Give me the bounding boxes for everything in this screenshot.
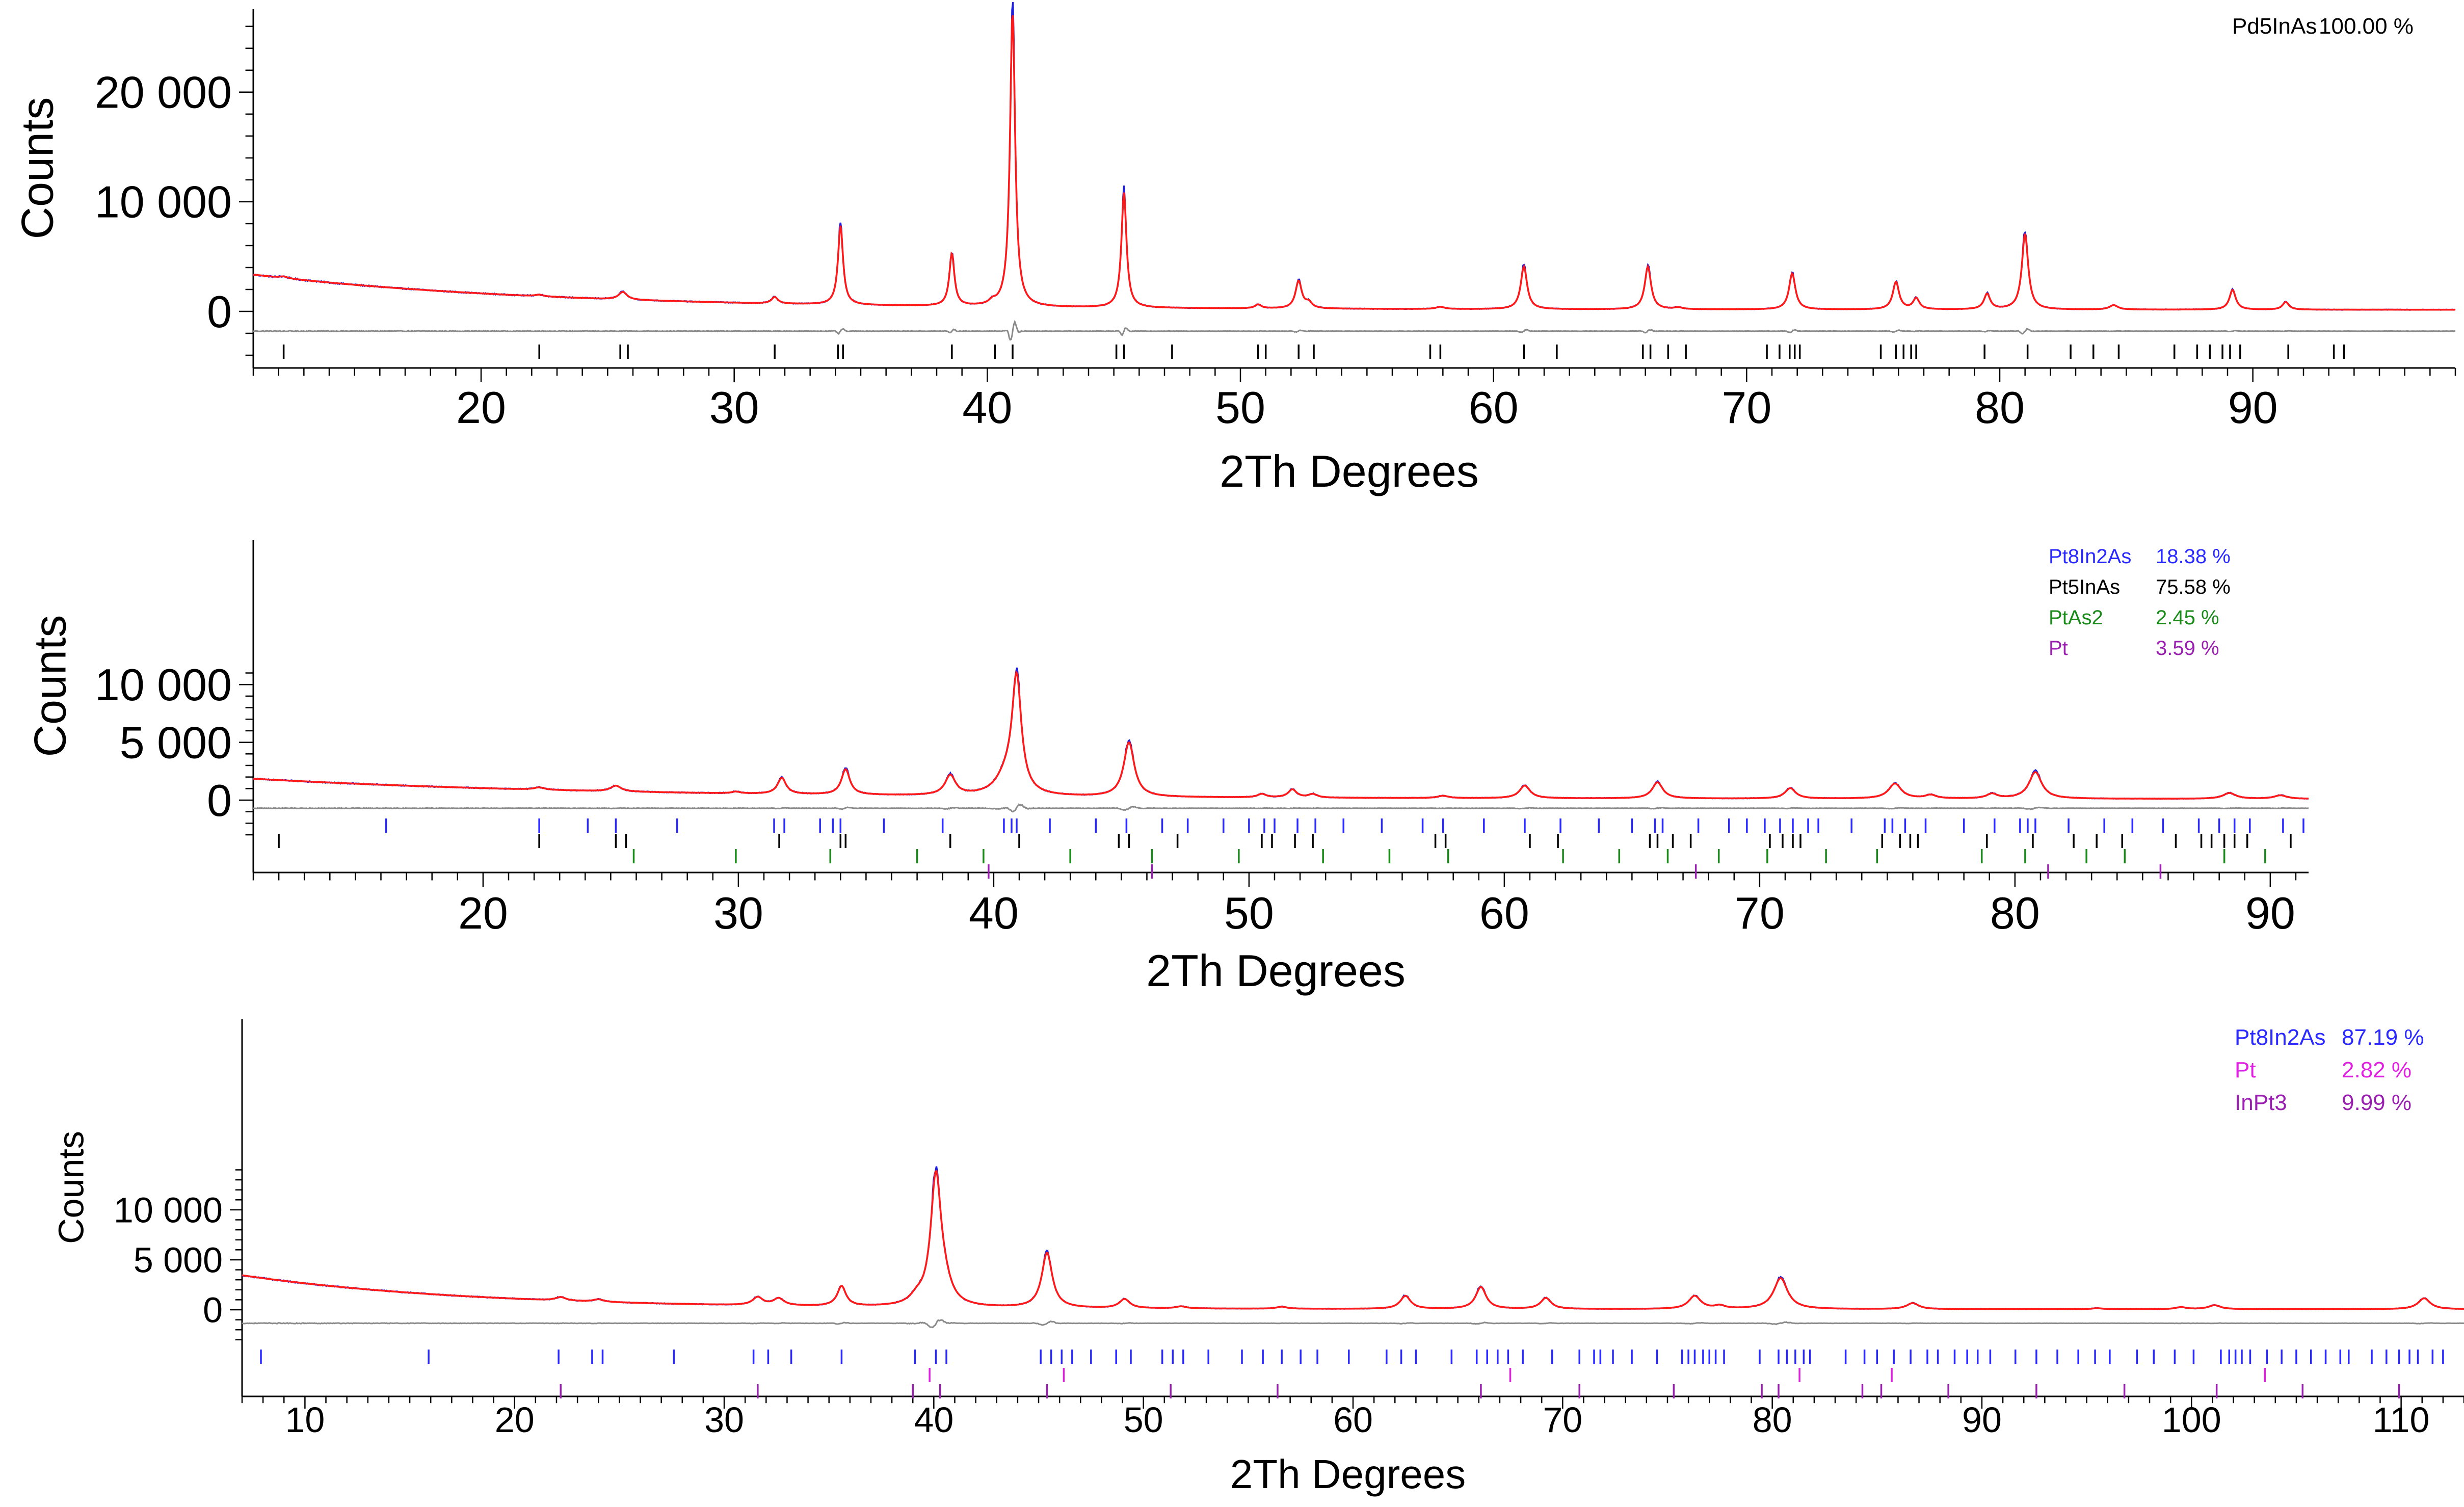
legend-phase-name: Pt	[2235, 1057, 2256, 1082]
legend: Pd5InAs 100.00 %	[2232, 14, 2414, 39]
legend: Pt8In2As 18.38 % Pt5InAs 75.58 % PtAs2 2.45 %…	[2049, 545, 2231, 659]
observed-pattern	[252, 2, 2456, 311]
x-tick-label: 40	[962, 382, 1012, 433]
reflection-ticks-pt5inas	[278, 834, 2292, 848]
difference-curve	[242, 1319, 2464, 1329]
legend-phase-name: Pt	[2049, 637, 2068, 659]
legend-phase-fraction: 3.59 %	[2156, 637, 2219, 659]
x-tick-label: 50	[1215, 382, 1265, 433]
x-tick-label: 60	[1333, 1400, 1373, 1440]
y-tick-label: 5 000	[120, 717, 232, 768]
x-tick-label: 110	[2373, 1400, 2430, 1440]
reflection-ticks-pd5inas	[282, 345, 2345, 359]
x-tick-label: 90	[2228, 382, 2278, 433]
x-axis-title: 2Th Degrees	[1220, 446, 1479, 496]
x-tick-label: 90	[1962, 1400, 2002, 1440]
legend-phase-name: PtAs2	[2049, 606, 2103, 629]
panel-3: 10 20 30 40 50 60 70 80 90 100 110 0 5 000 10 000 Coun…	[51, 1019, 2464, 1497]
y-tick-label: 20 000	[95, 67, 232, 118]
x-tick-label: 80	[1753, 1400, 1792, 1440]
difference-curve	[253, 803, 2309, 813]
legend: Pt8In2As 87.19 % Pt 2.82 % InPt3 9.99 %	[2235, 1025, 2424, 1115]
x-tick-label: 20	[456, 382, 506, 433]
reflection-ticks-pt8in2as	[385, 818, 2304, 833]
reflection-ticks-pt	[988, 864, 2162, 879]
reflection-ticks-pt	[929, 1368, 2266, 1382]
legend-phase-name: Pt8In2As	[2049, 545, 2131, 568]
x-tick-label: 30	[704, 1400, 744, 1440]
x-tick-label: 20	[458, 888, 508, 938]
legend-phase-fraction: 2.45 %	[2156, 606, 2219, 629]
y-axis-title: Counts	[24, 615, 75, 757]
x-tick-label: 90	[2245, 888, 2295, 938]
x-tick-label: 40	[969, 888, 1019, 938]
x-tick-label: 20	[495, 1400, 535, 1440]
x-tick-label: 80	[1990, 888, 2040, 938]
reflection-ticks-inpt3	[560, 1384, 2400, 1398]
y-tick-label: 10 000	[95, 177, 232, 227]
x-tick-label: 70	[1735, 888, 1785, 938]
x-tick-label: 70	[1543, 1400, 1582, 1440]
panel-2: 20 30 40 50 60 70 80 90 0 5 000 10 000 Counts 2Th De…	[24, 540, 2309, 996]
calculated-pattern	[253, 15, 2455, 311]
x-tick-label: 50	[1224, 888, 1274, 938]
legend-phase-fraction: 18.38 %	[2156, 545, 2231, 568]
legend-phase-name: Pt8In2As	[2235, 1025, 2326, 1050]
x-tick-label: 100	[2162, 1400, 2221, 1440]
calculated-pattern	[242, 1170, 2464, 1310]
y-axis-title: Counts	[51, 1131, 91, 1244]
x-tick-label: 70	[1721, 382, 1771, 433]
x-tick-label: 30	[709, 382, 759, 433]
x-tick-label: 60	[1479, 888, 1529, 938]
x-tick-label: 80	[1975, 382, 2025, 433]
observed-pattern	[241, 1166, 2464, 1310]
legend-phase-fraction: 100.00 %	[2319, 14, 2414, 39]
y-tick-label: 10 000	[95, 659, 232, 710]
y-tick-label: 10 000	[114, 1190, 223, 1230]
legend-phase-fraction: 87.19 %	[2342, 1025, 2424, 1050]
observed-pattern	[252, 667, 2309, 800]
legend-phase-fraction: 2.82 %	[2342, 1057, 2412, 1082]
x-axis-title: 2Th Degrees	[1230, 1451, 1466, 1497]
legend-phase-name: InPt3	[2235, 1090, 2287, 1115]
difference-curve	[253, 320, 2456, 341]
calculated-pattern	[253, 670, 2309, 800]
legend-phase-name: Pd5InAs	[2232, 14, 2317, 39]
x-tick-label: 50	[1124, 1400, 1163, 1440]
y-axis-title: Counts	[12, 97, 62, 240]
panel-1: 20 30 40 50 60 70 80 90 0 10 000 20 000 Counts 2Th D…	[12, 2, 2456, 496]
reflection-ticks-pt8in2as	[260, 1350, 2444, 1364]
reflection-ticks-ptas2	[632, 849, 2266, 863]
legend-phase-fraction: 75.58 %	[2156, 576, 2231, 598]
y-tick-label: 5 000	[134, 1240, 223, 1280]
legend-phase-name: Pt5InAs	[2049, 576, 2120, 598]
x-axis-title: 2Th Degrees	[1146, 945, 1406, 996]
x-tick-label: 30	[713, 888, 763, 938]
x-tick-label: 40	[914, 1400, 953, 1440]
y-tick-label: 0	[207, 286, 232, 337]
x-tick-label: 10	[285, 1400, 325, 1440]
y-tick-label: 0	[207, 775, 232, 826]
x-tick-label: 60	[1469, 382, 1519, 433]
y-tick-label: 0	[203, 1290, 223, 1330]
legend-phase-fraction: 9.99 %	[2342, 1090, 2412, 1115]
